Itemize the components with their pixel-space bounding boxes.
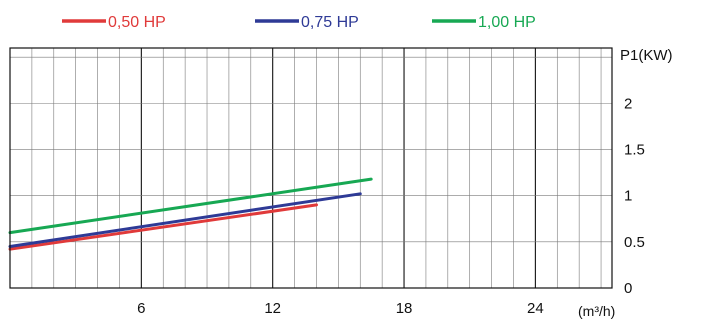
plot-frame — [9, 47, 613, 289]
x-tick-label: 12 — [264, 300, 281, 317]
y-axis-title: P1(KW) — [620, 47, 673, 64]
series-line-0 — [8, 203, 318, 251]
y-tick-label: 1.5 — [624, 142, 645, 159]
series-line-2 — [8, 177, 373, 235]
y-axis-ticks: 0 0.5 1 1.5 2 — [624, 95, 645, 297]
y-tick-label: 0 — [624, 280, 632, 297]
legend: 0,50 HP 0,75 HP 1,00 HP — [62, 14, 536, 31]
legend-label-0: 0,50 HP — [108, 14, 166, 31]
series-line-1 — [8, 192, 362, 248]
x-tick-label: 24 — [527, 300, 544, 317]
y-tick-label: 2 — [624, 95, 632, 112]
x-tick-label: 18 — [396, 300, 413, 317]
x-axis-unit: (m³/h) — [578, 303, 615, 319]
y-tick-label: 1 — [624, 188, 632, 205]
x-tick-label: 6 — [137, 300, 145, 317]
legend-label-1: 0,75 HP — [301, 14, 359, 31]
grid — [10, 48, 612, 288]
legend-label-2: 1,00 HP — [478, 14, 536, 31]
series-lines — [8, 177, 373, 251]
x-axis-ticks: 6 12 18 24 — [137, 300, 544, 317]
y-tick-label: 0.5 — [624, 234, 645, 251]
